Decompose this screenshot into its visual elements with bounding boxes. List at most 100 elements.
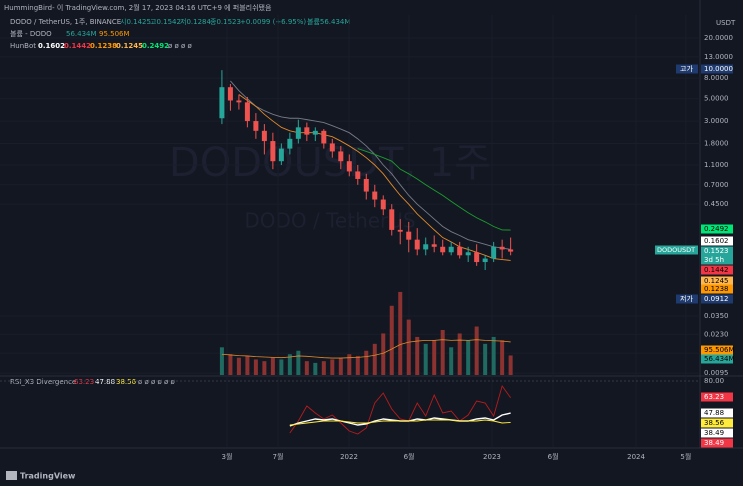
- volume-bar: [474, 326, 479, 375]
- volume-bar: [500, 340, 505, 375]
- logo: [6, 471, 17, 480]
- hunbot-line: [357, 148, 511, 231]
- candle-body: [474, 252, 480, 263]
- rsi-line: [289, 419, 511, 426]
- symbol-tag-box: [655, 245, 698, 255]
- x-tick-label: 2022: [340, 453, 358, 461]
- watermark-sub: DODO / TetherUS: [244, 209, 415, 233]
- volume-bar: [245, 355, 250, 375]
- candle-body: [431, 244, 437, 247]
- candle-body: [465, 252, 471, 256]
- volume-bar: [406, 319, 411, 375]
- candle-body: [261, 130, 267, 142]
- volume-bar: [313, 362, 318, 375]
- volume-bar: [466, 340, 471, 375]
- volume-bar: [389, 305, 394, 375]
- candle-body: [270, 141, 276, 162]
- candle-body: [287, 138, 293, 149]
- rsi-value-label-box: [701, 428, 733, 438]
- candle-body: [372, 191, 378, 200]
- rsi-value-label: 63.23: [704, 393, 724, 401]
- low-label-box: [701, 294, 733, 304]
- volume-bar: [347, 354, 352, 375]
- volume-bar: [491, 336, 496, 375]
- hunbot-price-label-box: [701, 224, 733, 234]
- legend-hunbot: HunBot: [10, 42, 36, 50]
- rsi-line: [289, 412, 511, 427]
- candle-body: [321, 130, 327, 144]
- y-tick-label: 20.0000: [704, 34, 733, 42]
- header: HummingBird- 이 TradingView.com, 2월 17, 2…: [4, 3, 272, 12]
- candle-body: [244, 102, 250, 122]
- volume-bar: [228, 354, 233, 375]
- hunbot-legend-value: 0.2492: [142, 42, 169, 50]
- y-tick-label: 0.4500: [704, 200, 729, 208]
- footer[interactable]: TradingView: [20, 472, 76, 481]
- volume-bar: [457, 333, 462, 375]
- rsi-value-label-box: [701, 438, 733, 448]
- hunbot-price-label-box: [701, 236, 733, 246]
- volume-bar: [432, 340, 437, 375]
- hunbot-price-label: 0.1442: [704, 266, 729, 274]
- volume-bar: [483, 343, 488, 375]
- volume-bar: [236, 357, 241, 375]
- hunbot-legend-value: 0.1238: [90, 42, 117, 50]
- hunbot-price-label: 0.1245: [704, 277, 729, 285]
- legend-volume-value: 56.434M: [66, 30, 97, 38]
- legend-volume: 볼륨56.434M: [307, 17, 350, 26]
- countdown: 3d 5h: [704, 256, 724, 264]
- volume-label-box: [701, 354, 733, 364]
- volume-bar: [381, 333, 386, 375]
- candle-body: [389, 209, 395, 230]
- volume-ma: [221, 339, 511, 359]
- rsi-line: [289, 384, 511, 435]
- rsi-legend: 47.88: [95, 378, 115, 386]
- volume-bar: [449, 347, 454, 375]
- candle-body: [346, 161, 352, 172]
- volume-bar: [330, 359, 335, 375]
- volume-bar: [287, 354, 292, 375]
- candle-body: [363, 178, 369, 192]
- hunbot-price-label-box: [701, 276, 733, 286]
- y-tick-label: 1.8000: [704, 139, 729, 147]
- volume-bar: [508, 355, 513, 375]
- rsi-legend-empty: ø ø ø ø ø ø: [138, 378, 176, 386]
- x-tick-label: 6월: [404, 452, 415, 461]
- y-tick-label: 0.0350: [704, 312, 729, 320]
- legend-volume-title: 볼륨 - DODO: [10, 29, 52, 38]
- hunbot-price-label: 0.1602: [704, 237, 729, 245]
- candle-body: [380, 199, 386, 210]
- rsi-value-label-box: [701, 392, 733, 402]
- volume-bar: [355, 355, 360, 375]
- rsi-value-label-box: [701, 408, 733, 418]
- rsi-value-label: 38.56: [704, 419, 725, 427]
- y-tick-label: 1.1000: [704, 161, 729, 169]
- legend-close: 종0.1523: [210, 18, 241, 26]
- y-tick-label: 3.0000: [704, 117, 729, 125]
- x-tick-label: 2024: [627, 453, 645, 461]
- hunbot-price-label-box: [701, 284, 733, 294]
- rsi-legend: 63.23: [74, 378, 94, 386]
- rsi-value-label: 47.88: [704, 409, 724, 417]
- candle-body: [227, 87, 233, 101]
- candle-body: [312, 130, 318, 135]
- volume-bar: [219, 347, 224, 375]
- hunbot-line: [230, 80, 511, 250]
- legend-symbol: DODO / TetherUS, 1주, BINANCE: [10, 18, 121, 26]
- candle-body: [499, 246, 505, 250]
- volume-bar: [372, 343, 377, 375]
- rsi-value-label: 38.49: [704, 439, 724, 447]
- candle-body: [448, 246, 454, 253]
- symbol-tag: DODOUSDT: [657, 246, 695, 254]
- hunbot-price-label: 0.2492: [704, 225, 729, 233]
- volume-bar: [423, 343, 428, 375]
- volume-bar: [270, 357, 275, 375]
- hunbot-legend-value: 0.1245: [116, 42, 143, 50]
- legend-low: 저0.1284: [180, 17, 211, 26]
- candle-body: [423, 244, 429, 250]
- legend-volume-ma: 95.506M: [99, 30, 130, 38]
- rsi-value-label: 38.49: [704, 429, 724, 437]
- high-tag: 고가: [680, 64, 693, 73]
- y-tick-label: 0.0095: [704, 369, 729, 377]
- high-label-box: [701, 64, 733, 74]
